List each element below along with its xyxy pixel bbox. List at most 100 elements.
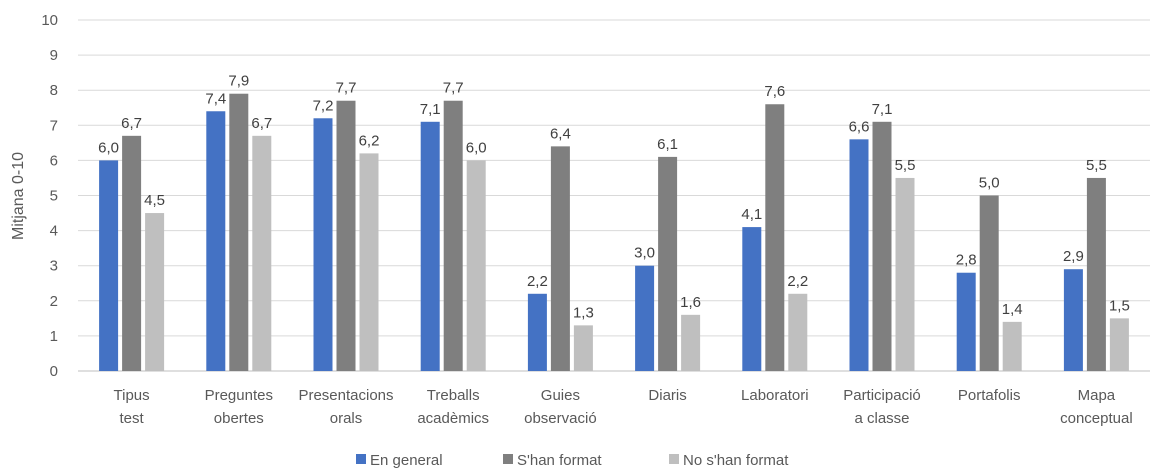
bar bbox=[145, 213, 165, 371]
y-tick-label: 2 bbox=[50, 293, 58, 310]
legend-label: No s'han format bbox=[683, 452, 789, 468]
data-label: 5,0 bbox=[979, 175, 1000, 192]
legend: En general S'han format No s'han format bbox=[356, 452, 789, 468]
bar bbox=[1063, 269, 1083, 371]
category-label: Guies bbox=[541, 387, 580, 404]
bar bbox=[635, 265, 655, 371]
category-label: Mapa bbox=[1078, 387, 1116, 404]
category-label: Portafolis bbox=[958, 387, 1021, 404]
bar bbox=[206, 111, 226, 371]
y-tick-label: 1 bbox=[50, 328, 58, 345]
data-label: 5,5 bbox=[895, 157, 916, 174]
data-label: 7,6 bbox=[764, 83, 785, 100]
bar bbox=[849, 139, 869, 371]
data-label: 6,7 bbox=[251, 115, 272, 132]
category-label: acadèmics bbox=[417, 410, 489, 427]
category-label: test bbox=[120, 410, 145, 427]
data-label: 6,6 bbox=[849, 118, 870, 135]
bars bbox=[99, 93, 1129, 372]
y-axis-ticks: 0 1 2 3 4 5 6 7 8 9 10 bbox=[41, 12, 58, 380]
data-label: 6,7 bbox=[121, 115, 142, 132]
category-label: Preguntes bbox=[205, 387, 273, 404]
category-label: orals bbox=[330, 410, 363, 427]
bar bbox=[1109, 318, 1129, 371]
data-label: 2,9 bbox=[1063, 248, 1084, 265]
bar bbox=[420, 121, 440, 371]
y-tick-label: 0 bbox=[50, 363, 58, 380]
category-label: a classe bbox=[854, 410, 909, 427]
bar bbox=[1086, 177, 1106, 371]
category-label: Treballs bbox=[427, 387, 480, 404]
data-label: 4,1 bbox=[741, 206, 762, 223]
bar bbox=[872, 121, 892, 371]
legend-swatch bbox=[669, 454, 679, 464]
legend-item: En general bbox=[356, 452, 443, 468]
bar bbox=[99, 160, 119, 371]
data-label: 2,2 bbox=[527, 273, 548, 290]
bar bbox=[765, 104, 785, 372]
data-label: 7,1 bbox=[420, 101, 441, 118]
bar bbox=[527, 293, 547, 371]
data-label: 7,7 bbox=[336, 80, 357, 97]
category-label: conceptual bbox=[1060, 410, 1133, 427]
data-label: 2,8 bbox=[956, 252, 977, 269]
bar bbox=[1002, 321, 1022, 371]
legend-item: No s'han format bbox=[669, 452, 789, 468]
data-label: 6,1 bbox=[657, 136, 678, 153]
y-tick-label: 3 bbox=[50, 258, 58, 275]
category-label: Diaris bbox=[648, 387, 686, 404]
data-label: 4,5 bbox=[144, 192, 165, 209]
legend-item: S'han format bbox=[503, 452, 602, 468]
category-label: observació bbox=[524, 410, 597, 427]
data-label: 7,9 bbox=[228, 73, 249, 90]
data-label: 6,0 bbox=[98, 139, 119, 156]
bar bbox=[313, 118, 333, 371]
data-label: 1,3 bbox=[573, 304, 594, 321]
bar bbox=[229, 93, 249, 372]
bar bbox=[742, 227, 762, 371]
legend-swatch bbox=[503, 454, 513, 464]
bar bbox=[359, 153, 379, 371]
bar bbox=[956, 272, 976, 371]
bar bbox=[573, 325, 593, 371]
bar bbox=[658, 156, 678, 371]
legend-label: En general bbox=[370, 452, 443, 468]
category-label: Tipus bbox=[114, 387, 150, 404]
y-tick-label: 8 bbox=[50, 82, 58, 99]
bar bbox=[550, 146, 570, 371]
bar bbox=[252, 135, 272, 371]
data-label: 6,2 bbox=[359, 132, 380, 149]
data-label: 7,2 bbox=[313, 97, 334, 114]
bar bbox=[336, 100, 356, 371]
data-label: 1,6 bbox=[680, 294, 701, 311]
y-tick-label: 4 bbox=[50, 223, 58, 240]
bar bbox=[443, 100, 463, 371]
y-axis-label: Mitjana 0-10 bbox=[10, 152, 27, 240]
data-label: 5,5 bbox=[1086, 157, 1107, 174]
data-label: 7,4 bbox=[205, 90, 226, 107]
y-tick-label: 5 bbox=[50, 188, 58, 205]
data-label: 7,7 bbox=[443, 80, 464, 97]
bar bbox=[788, 293, 808, 371]
category-label: Participació bbox=[843, 387, 921, 404]
legend-swatch bbox=[356, 454, 366, 464]
legend-label: S'han format bbox=[517, 452, 602, 468]
data-label: 1,5 bbox=[1109, 297, 1130, 314]
bar bbox=[895, 177, 915, 371]
category-label: Presentacions bbox=[298, 387, 393, 404]
y-tick-label: 10 bbox=[41, 12, 58, 29]
y-tick-label: 6 bbox=[50, 152, 58, 169]
category-label: Laboratori bbox=[741, 387, 809, 404]
category-labels: Tipus test Preguntes obertes Presentacions or… bbox=[114, 387, 1133, 427]
category-label: obertes bbox=[214, 410, 264, 427]
data-label: 3,0 bbox=[634, 245, 655, 262]
bar bbox=[979, 195, 999, 371]
data-labels: 6,07,4 7,2 7,12,23,04,16,62,8 2,96,77,9 7,7 7… bbox=[98, 73, 1130, 322]
y-tick-label: 9 bbox=[50, 47, 58, 64]
bar bbox=[122, 135, 142, 371]
data-label: 2,2 bbox=[787, 273, 808, 290]
data-label: 1,4 bbox=[1002, 301, 1023, 318]
data-label: 7,1 bbox=[872, 101, 893, 118]
bar bbox=[466, 160, 486, 371]
